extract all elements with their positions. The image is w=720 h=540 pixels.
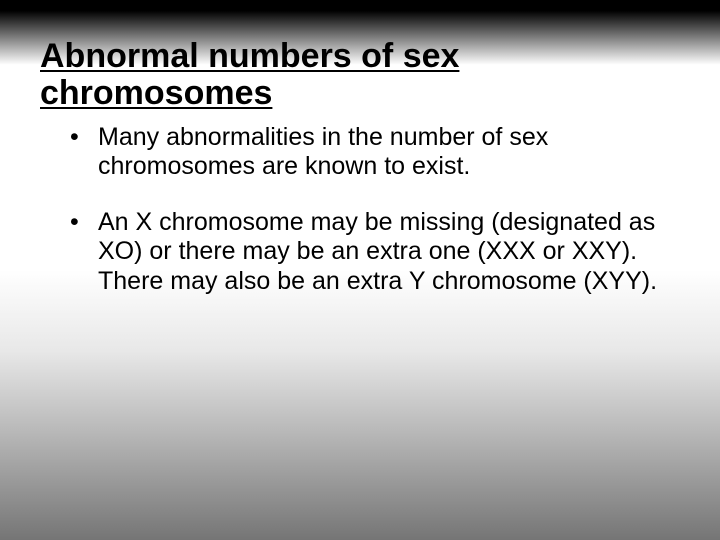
bullet-text: An X chromosome may be missing (designat… xyxy=(98,208,660,297)
bullet-icon: • xyxy=(70,123,98,153)
bullet-text: Many abnormalities in the number of sex … xyxy=(98,123,660,182)
list-item: • Many abnormalities in the number of se… xyxy=(70,123,660,182)
slide-content: • Many abnormalities in the number of se… xyxy=(40,123,680,297)
slide-title: Abnormal numbers of sex chromosomes xyxy=(40,30,680,113)
bullet-icon: • xyxy=(70,208,98,238)
slide-container: Abnormal numbers of sex chromosomes • Ma… xyxy=(0,0,720,540)
list-item: • An X chromosome may be missing (design… xyxy=(70,208,660,297)
